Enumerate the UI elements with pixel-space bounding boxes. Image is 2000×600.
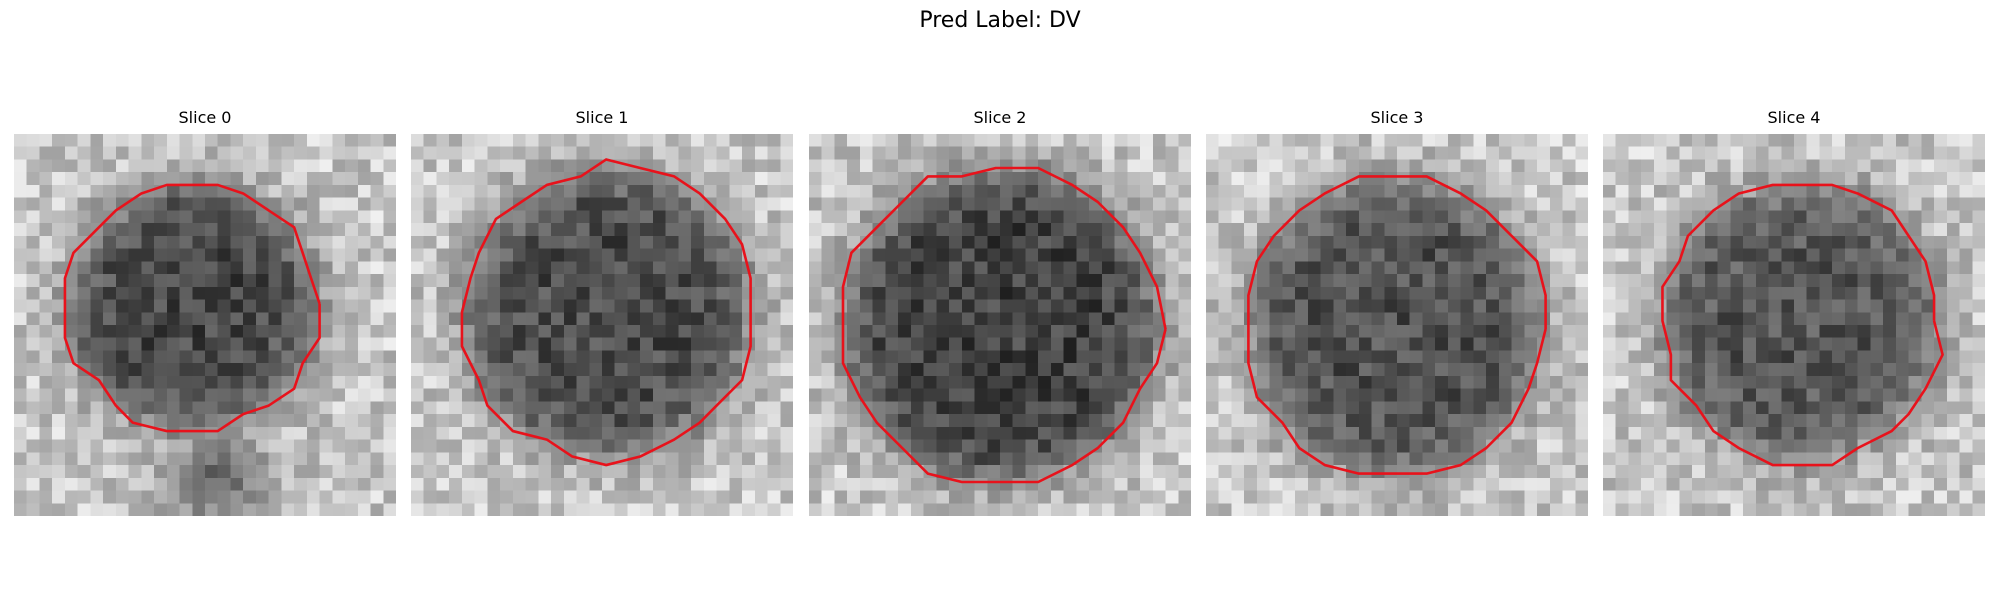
segmentation-contour	[411, 134, 793, 516]
slice-title: Slice 1	[575, 108, 629, 127]
slice-panel-3: Slice 3	[1206, 108, 1588, 516]
slice-title: Slice 4	[1767, 108, 1821, 127]
figure-title: Pred Label: DV	[919, 8, 1081, 33]
slice-image	[411, 134, 793, 516]
segmentation-contour	[809, 134, 1191, 516]
slice-image	[809, 134, 1191, 516]
slice-title: Slice 0	[178, 108, 232, 127]
segmentation-contour	[1206, 134, 1588, 516]
slice-title: Slice 3	[1370, 108, 1424, 127]
slice-title: Slice 2	[973, 108, 1027, 127]
slice-image	[1603, 134, 1985, 516]
slice-panel-2: Slice 2	[809, 108, 1191, 516]
slice-image	[14, 134, 396, 516]
slice-panel-1: Slice 1	[411, 108, 793, 516]
slice-panel-0: Slice 0	[14, 108, 396, 516]
slice-panel-4: Slice 4	[1603, 108, 1985, 516]
segmentation-contour	[14, 134, 396, 516]
segmentation-contour	[1603, 134, 1985, 516]
slice-image	[1206, 134, 1588, 516]
